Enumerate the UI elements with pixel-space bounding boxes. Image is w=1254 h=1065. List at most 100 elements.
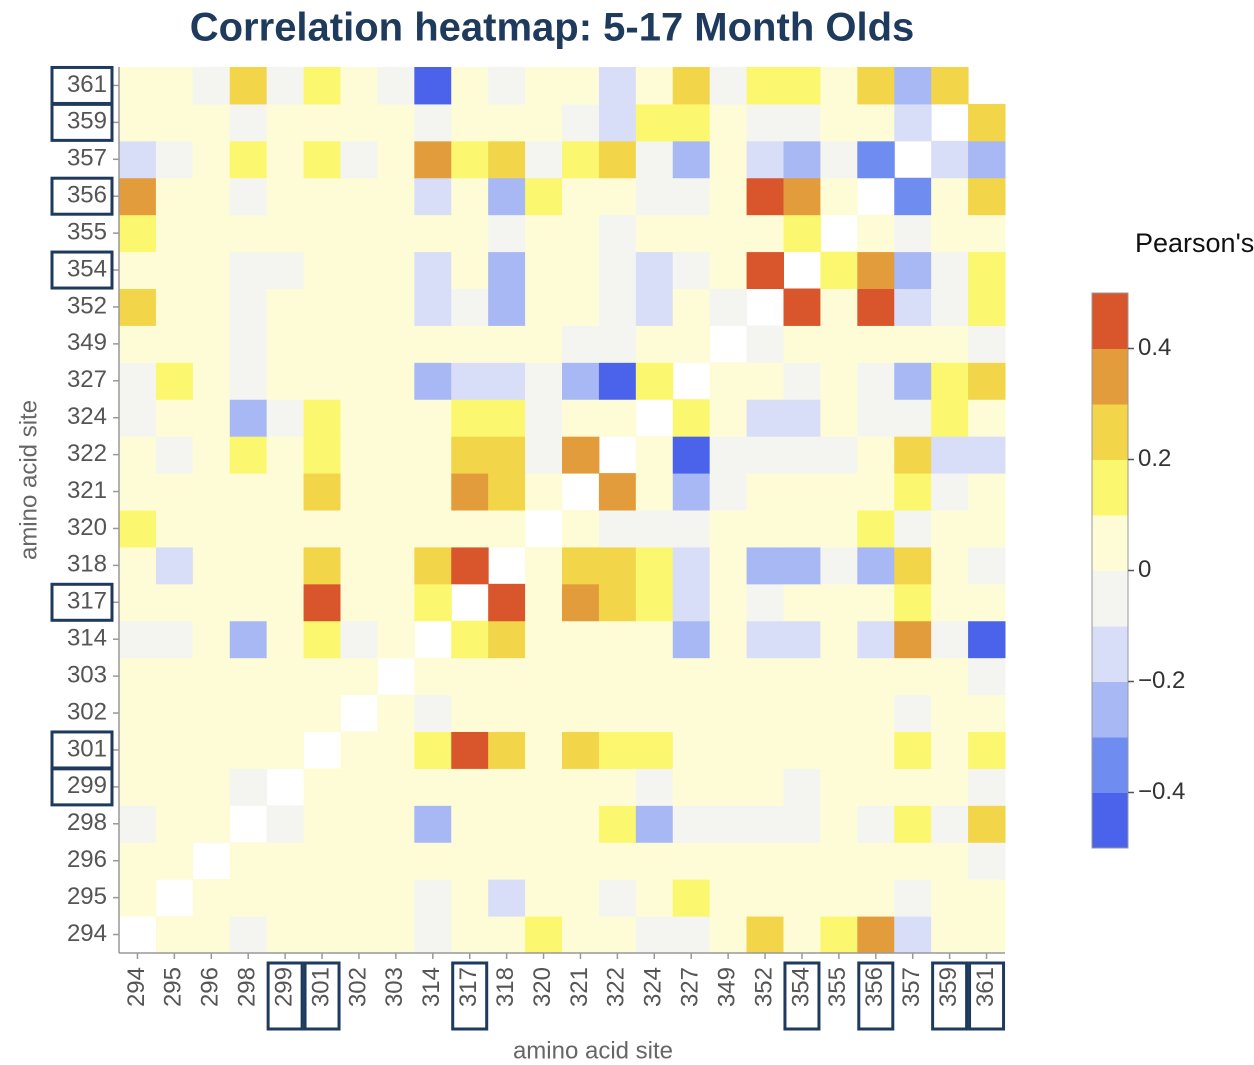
heatmap-cell xyxy=(525,67,563,105)
heatmap-cell xyxy=(192,805,231,843)
heatmap-cell xyxy=(229,177,268,216)
heatmap-cell xyxy=(783,583,821,622)
heatmap-cell xyxy=(340,620,378,659)
x-tick-label: 320 xyxy=(529,967,556,1007)
heatmap-cell xyxy=(525,916,563,954)
heatmap-cell xyxy=(635,768,674,806)
heatmap-cell xyxy=(894,473,932,511)
heatmap-cell xyxy=(451,916,489,954)
heatmap-cell xyxy=(820,288,858,326)
heatmap-cell xyxy=(451,140,489,179)
heatmap-cell xyxy=(598,399,637,437)
heatmap-cell xyxy=(377,546,415,585)
heatmap-cell xyxy=(192,214,231,253)
heatmap-cell xyxy=(857,103,895,142)
heatmap-cell xyxy=(562,731,600,769)
heatmap-cell xyxy=(414,436,452,474)
heatmap-cell xyxy=(562,177,600,216)
heatmap-cell xyxy=(451,510,489,548)
heatmap-cell xyxy=(598,546,637,585)
heatmap-cell xyxy=(192,546,231,585)
heatmap-cell xyxy=(857,694,895,732)
heatmap-cell xyxy=(119,251,157,289)
heatmap-cell xyxy=(857,67,895,105)
y-tick-label: 296 xyxy=(67,846,107,873)
heatmap-cell xyxy=(820,842,858,880)
heatmap-cell xyxy=(672,620,711,659)
heatmap-cell xyxy=(155,842,194,880)
heatmap-cell xyxy=(635,436,674,474)
heatmap-cell xyxy=(709,842,748,880)
heatmap-cell xyxy=(192,325,231,363)
heatmap-cell xyxy=(894,583,932,622)
heatmap-cell xyxy=(119,473,157,511)
heatmap-cell xyxy=(783,768,821,806)
chart-title: Correlation heatmap: 5-17 Month Olds xyxy=(190,6,915,50)
highlight-box xyxy=(783,961,821,1031)
x-tick-label: 317 xyxy=(455,967,482,1007)
heatmap-cell xyxy=(266,288,305,326)
heatmap-cell xyxy=(340,288,378,326)
heatmap-cell xyxy=(857,214,895,253)
heatmap-cell xyxy=(672,768,711,806)
heatmap-cell xyxy=(709,436,748,474)
heatmap-cell xyxy=(229,657,268,696)
heatmap-cell xyxy=(709,805,748,843)
heatmap-cell xyxy=(783,731,821,769)
colorbar-bin xyxy=(1092,570,1128,627)
heatmap-cell xyxy=(377,879,415,917)
heatmap-cell xyxy=(672,288,711,326)
heatmap-cell xyxy=(488,399,526,437)
heatmap-cell xyxy=(894,879,932,917)
heatmap-cell xyxy=(857,288,895,326)
heatmap-cell xyxy=(414,140,452,179)
heatmap-cell xyxy=(377,694,415,732)
heatmap-cell xyxy=(968,140,1006,179)
highlight-box xyxy=(968,961,1006,1031)
heatmap-cell xyxy=(857,768,895,806)
highlight-box xyxy=(50,176,114,216)
heatmap-cell xyxy=(525,103,563,142)
heatmap-cell xyxy=(119,436,157,474)
heatmap-cell xyxy=(155,694,194,732)
heatmap-cell xyxy=(968,473,1006,511)
heatmap-cell xyxy=(229,140,268,179)
heatmap-cell xyxy=(488,251,526,289)
heatmap-cell xyxy=(746,177,784,216)
heatmap-cell xyxy=(746,546,784,585)
heatmap-cell xyxy=(192,657,231,696)
heatmap-cell xyxy=(340,362,378,400)
heatmap-cell xyxy=(488,362,526,400)
heatmap-cell xyxy=(525,620,563,659)
heatmap-cell xyxy=(119,214,157,253)
heatmap-cell xyxy=(266,325,305,363)
heatmap-cell xyxy=(562,362,600,400)
heatmap-cell xyxy=(119,288,157,326)
y-tick-label: 317 xyxy=(67,588,107,615)
heatmap-cell xyxy=(525,731,563,769)
heatmap-cell xyxy=(192,251,231,289)
y-tick-label: 295 xyxy=(67,883,107,910)
heatmap-cell xyxy=(192,288,231,326)
heatmap-cell xyxy=(192,67,231,105)
heatmap-cell xyxy=(968,288,1006,326)
heatmap-cell xyxy=(414,583,452,622)
heatmap-cell xyxy=(894,251,932,289)
heatmap-cell xyxy=(414,251,452,289)
heatmap-cell xyxy=(303,768,341,806)
heatmap-cell xyxy=(229,399,268,437)
heatmap-cell xyxy=(266,140,305,179)
heatmap-cell xyxy=(340,583,378,622)
heatmap-cell xyxy=(451,694,489,732)
heatmap-cell xyxy=(598,768,637,806)
heatmap-cell xyxy=(266,362,305,400)
heatmap-cell xyxy=(783,214,821,253)
heatmap-cell xyxy=(229,325,268,363)
heatmap-cell xyxy=(488,768,526,806)
y-tick-label: 303 xyxy=(67,661,107,688)
heatmap-cell xyxy=(820,67,858,105)
colorbar-bin xyxy=(1092,792,1128,849)
heatmap-cell xyxy=(598,583,637,622)
heatmap-cell xyxy=(488,620,526,659)
heatmap-cell xyxy=(709,67,748,105)
